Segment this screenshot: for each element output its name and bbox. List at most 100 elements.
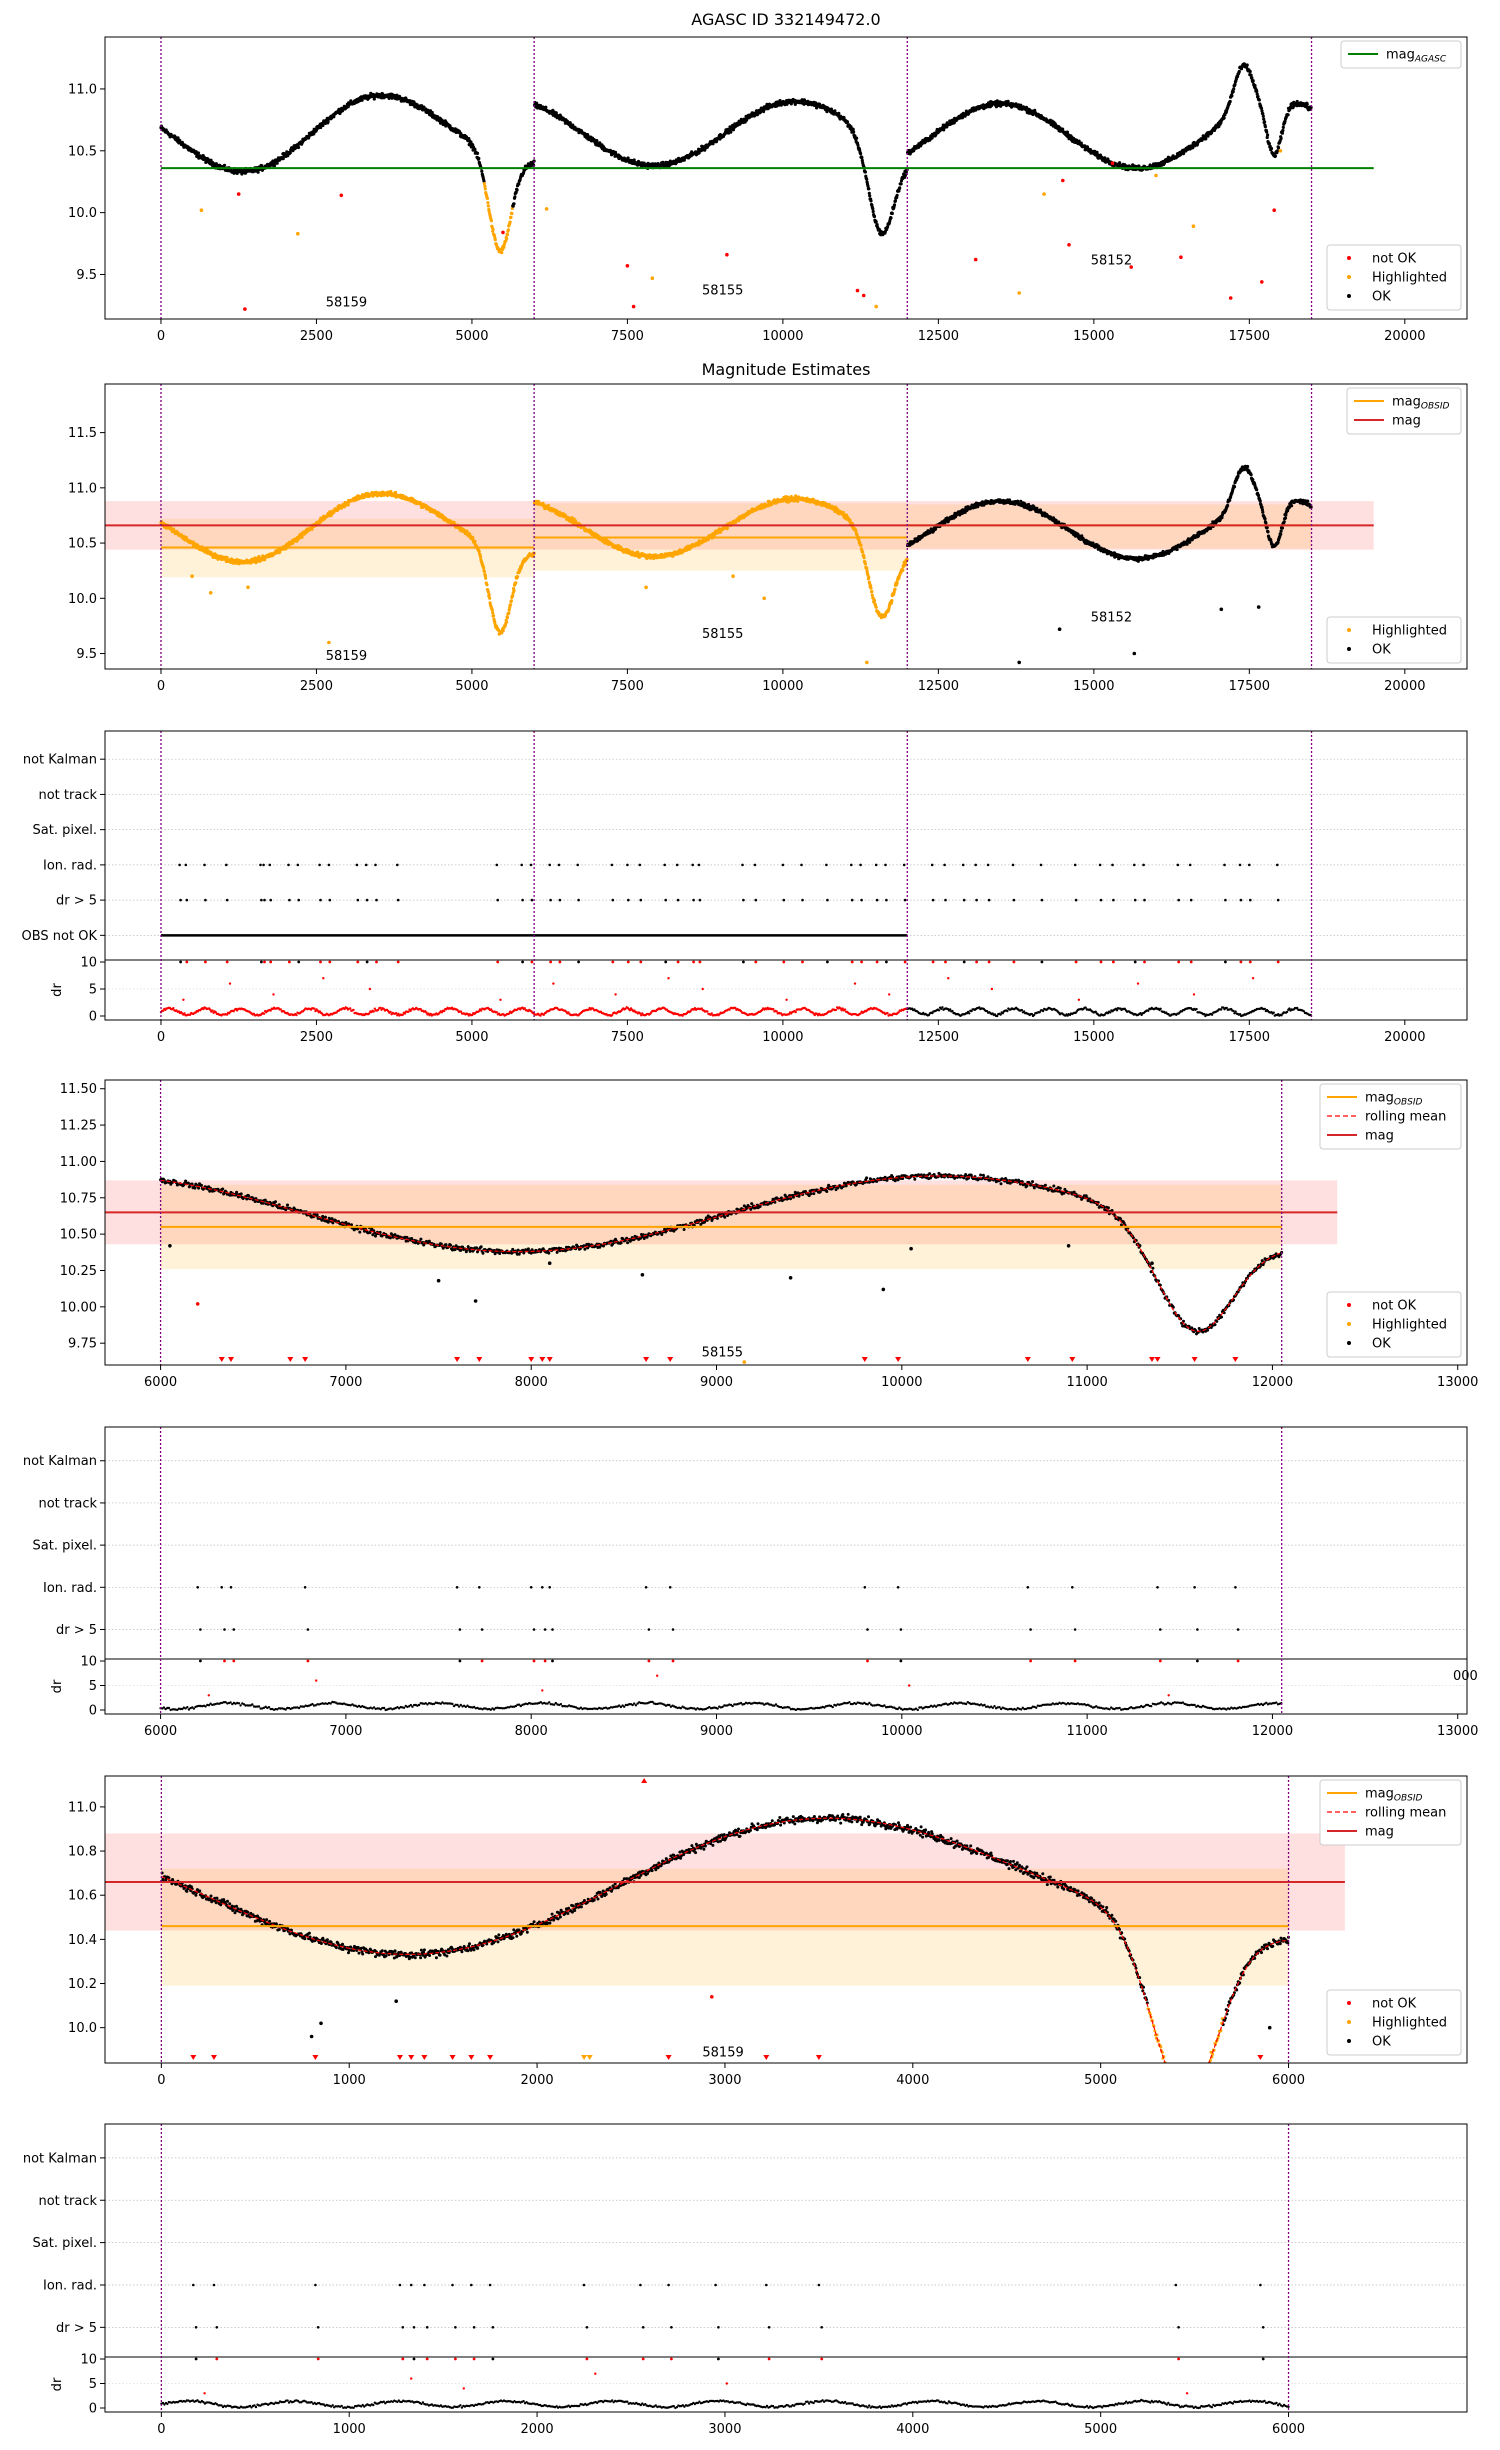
data-point: [871, 209, 875, 214]
data-point: [511, 594, 515, 598]
data-point: [851, 127, 855, 131]
data-point: [859, 152, 863, 156]
data-point: [1057, 520, 1061, 524]
data-point: [1263, 120, 1267, 124]
data-point: [1228, 99, 1232, 104]
data-point: [1286, 113, 1290, 117]
data-point: [489, 219, 493, 223]
data-point: [897, 189, 901, 193]
data-point: [890, 599, 894, 603]
data-point: [493, 238, 497, 242]
data-point: [485, 583, 489, 587]
data-point: [1281, 125, 1285, 129]
data-point: [508, 605, 512, 610]
data-point: [477, 156, 481, 161]
data-point: [508, 220, 512, 224]
data-point: [1261, 112, 1265, 116]
data-point: [598, 141, 602, 145]
data-point: [895, 581, 899, 585]
data-point: [875, 223, 879, 227]
data-point: [493, 621, 497, 625]
data-point: [865, 566, 869, 571]
data-point: [273, 163, 277, 168]
data-point: [1255, 92, 1259, 96]
data-point: [300, 535, 304, 539]
outlier-point: [501, 230, 505, 235]
data-point: [486, 201, 490, 205]
data-point: [573, 519, 578, 523]
data-point: [661, 160, 665, 164]
outlier-point: [1228, 296, 1233, 300]
data-point: [889, 216, 893, 220]
data-point: [861, 550, 865, 554]
data-point: [903, 173, 908, 177]
data-point: [512, 589, 516, 593]
data-point: [893, 587, 897, 591]
data-point: [517, 182, 521, 186]
data-point: [505, 233, 510, 237]
data-point: [1255, 89, 1259, 93]
data-point: [890, 211, 894, 216]
data-point: [858, 540, 862, 544]
legend-label: OK: [1372, 290, 1391, 305]
data-point: [837, 111, 841, 115]
data-point: [515, 575, 520, 579]
data-point: [326, 120, 330, 124]
data-point: [196, 151, 200, 155]
data-point: [1006, 99, 1010, 103]
outlier-point: [874, 304, 878, 309]
data-point: [867, 575, 871, 579]
data-point: [1236, 74, 1240, 79]
outlier-point: [1154, 173, 1158, 178]
data-point: [860, 156, 864, 160]
figure-title: AGASC ID 332149472.0: [691, 10, 880, 29]
data-point: [1305, 102, 1309, 106]
data-point: [796, 499, 800, 503]
data-point: [874, 220, 878, 224]
data-point: [1237, 69, 1241, 74]
outlier-point: [1061, 178, 1065, 183]
legend-label: Highlighted: [1372, 271, 1447, 286]
data-point: [869, 199, 873, 203]
data-point: [1276, 146, 1281, 150]
data-point: [893, 199, 898, 203]
data-point: [546, 504, 551, 508]
data-point: [1263, 125, 1267, 129]
data-point: [1253, 84, 1257, 88]
data-point: [321, 123, 325, 128]
data-point: [1262, 117, 1266, 121]
data-point: [1259, 106, 1264, 110]
data-point: [258, 559, 262, 563]
data-point: [486, 590, 490, 594]
outlier-point: [1067, 243, 1071, 247]
data-point: [898, 186, 902, 190]
data-point: [872, 214, 877, 219]
data-point: [310, 527, 314, 531]
data-point: [487, 593, 491, 597]
data-point: [871, 207, 875, 211]
y-tick-label: 11.0: [68, 82, 97, 97]
data-point: [870, 593, 874, 597]
data-point: [886, 225, 890, 229]
outlier-point: [1129, 265, 1133, 269]
outlier-point: [1042, 192, 1046, 196]
outlier-point: [236, 192, 241, 196]
obsid-label: 58155: [702, 283, 743, 298]
outlier-point: [855, 288, 860, 293]
data-point: [825, 110, 829, 114]
data-point: [1260, 109, 1264, 113]
data-point: [506, 228, 510, 232]
data-point: [870, 590, 874, 594]
data-point: [395, 93, 399, 97]
data-point: [1250, 76, 1254, 80]
data-point: [535, 101, 539, 105]
data-point: [868, 194, 872, 198]
data-point: [513, 195, 517, 199]
data-point: [483, 574, 487, 578]
data-point: [465, 529, 469, 533]
data-point: [372, 97, 376, 101]
data-point: [1249, 73, 1253, 77]
data-point: [1279, 136, 1283, 141]
